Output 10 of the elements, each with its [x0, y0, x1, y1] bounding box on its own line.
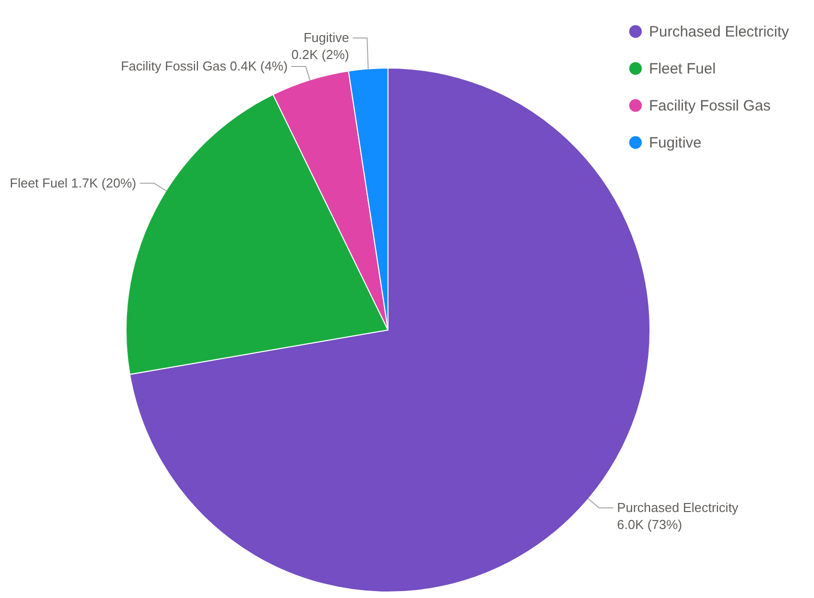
- legend-label: Purchased Electricity: [649, 24, 790, 40]
- legend-label: Fugitive: [649, 134, 702, 152]
- category-label: Facility Fossil Gas 0.4K (4%): [120, 58, 288, 74]
- slice-label: Fugitive: [304, 30, 350, 46]
- legend-label: Fleet Fuel: [649, 60, 716, 78]
- legend-label: Facility Fossil Gas: [649, 98, 771, 114]
- slice-label: Purchased Electricity: [617, 500, 739, 515]
- data-label: 6.0K (73%): [617, 516, 682, 532]
- data-label: 0.2K (2%): [291, 47, 350, 62]
- category-label: Fleet Fuel 1.7K (20%): [10, 175, 136, 190]
